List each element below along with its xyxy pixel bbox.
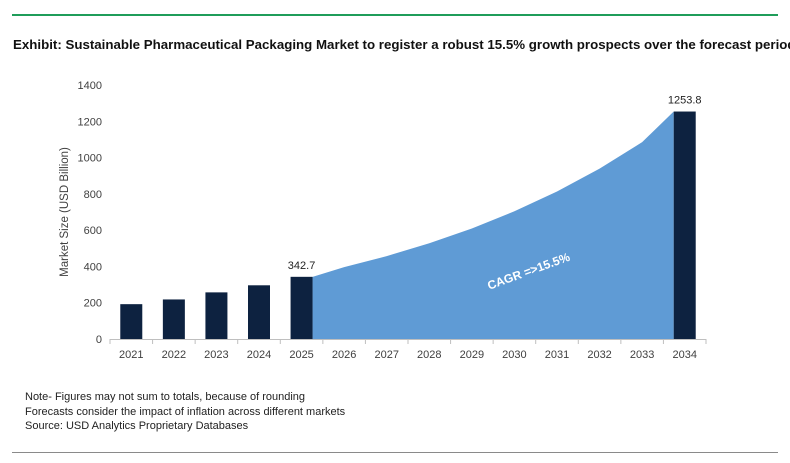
x-tick-label: 2034 — [672, 349, 696, 361]
x-tick-label: 2021 — [119, 349, 143, 361]
y-tick-label: 1400 — [78, 80, 102, 92]
x-tick-label: 2025 — [289, 349, 313, 361]
y-tick-label: 0 — [96, 334, 102, 346]
footnote-rounding: Note- Figures may not sum to totals, bec… — [25, 391, 306, 403]
x-tick-label: 2031 — [545, 349, 569, 361]
bar-2024 — [248, 285, 270, 339]
y-tick-label: 1000 — [78, 153, 102, 165]
bars — [120, 111, 696, 339]
bar-2023 — [205, 292, 228, 339]
bar-2025 — [290, 276, 313, 339]
top-divider — [12, 14, 778, 16]
y-tick-label: 800 — [84, 189, 102, 201]
y-axis: 0 200 400 600 800 1000 1200 1400 — [78, 80, 102, 346]
x-tick-label: 2032 — [587, 349, 611, 361]
bottom-divider — [12, 452, 778, 453]
x-tick-label: 2026 — [332, 349, 356, 361]
x-tick-label: 2022 — [162, 349, 186, 361]
x-axis: 2021 2022 2023 2024 2025 2026 2027 2028 2029 2030… — [109, 339, 707, 361]
x-tick-label: 2033 — [630, 349, 654, 361]
bar-2021 — [120, 304, 143, 339]
x-tick-label: 2024 — [247, 349, 271, 361]
x-tick-label: 2023 — [204, 349, 228, 361]
chart-title: Exhibit: Sustainable Pharmaceutical Pack… — [13, 37, 790, 52]
footnote-source: Source: USD Analytics Proprietary Databa… — [25, 420, 249, 432]
data-label: 342.7 — [288, 260, 316, 272]
bar-2022 — [162, 299, 185, 339]
cagr-area — [312, 111, 674, 339]
y-tick-label: 400 — [84, 261, 102, 273]
bar-2034 — [673, 111, 696, 339]
footnotes: Note- Figures may not sum to totals, bec… — [25, 390, 345, 434]
y-tick-label: 600 — [84, 225, 102, 237]
x-tick-label: 2027 — [374, 349, 398, 361]
y-tick-label: 1200 — [78, 116, 102, 128]
x-tick-label: 2028 — [417, 349, 441, 361]
data-label: 1253.8 — [668, 95, 702, 107]
x-tick-label: 2029 — [460, 349, 484, 361]
y-tick-label: 200 — [84, 298, 102, 310]
footnote-inflation: Forecasts consider the impact of inflati… — [25, 405, 346, 418]
forecast-area — [312, 111, 674, 339]
y-axis-label: Market Size (USD Billion) — [59, 147, 71, 277]
x-tick-label: 2030 — [502, 349, 526, 361]
data-labels: 342.7 1253.8 — [288, 95, 702, 272]
